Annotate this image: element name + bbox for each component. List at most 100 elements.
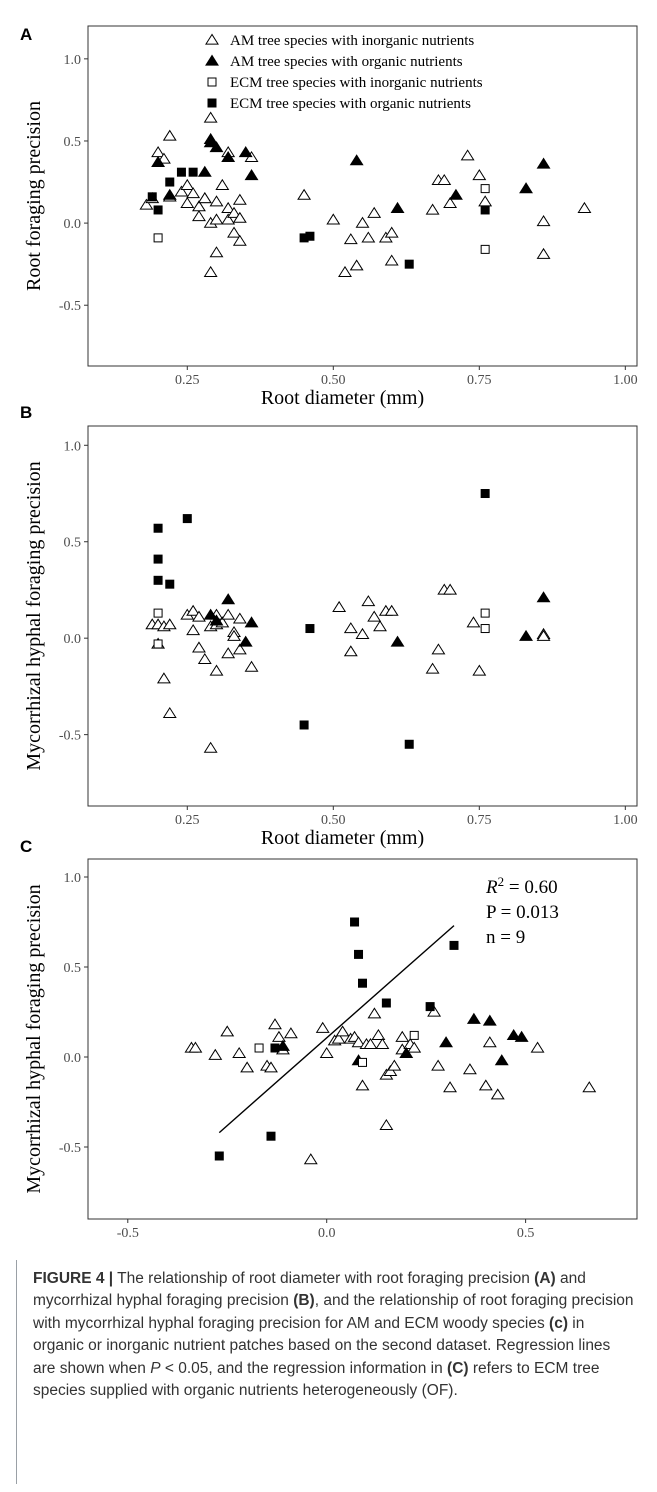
data-point <box>165 177 175 187</box>
data-point <box>326 213 341 225</box>
data-point <box>153 608 163 618</box>
data-point <box>431 643 446 655</box>
series-filled-square <box>214 917 459 1161</box>
legend-marker-am_inorganic <box>205 33 219 45</box>
data-point <box>390 201 405 213</box>
data-point <box>238 635 253 647</box>
caption-figure-label: FIGURE 4 | <box>33 1270 114 1287</box>
data-point <box>409 1030 419 1040</box>
data-point <box>232 211 247 223</box>
r2-label: R <box>485 877 498 898</box>
y-axis-title: Mycorrhizal hyphal foraging precision <box>23 884 45 1193</box>
data-point <box>407 1041 422 1053</box>
caption-text: The relationship of root diameter with r… <box>113 1270 535 1287</box>
y-tick-label: 0.0 <box>64 1051 82 1066</box>
data-point <box>425 1002 435 1012</box>
data-point <box>268 1018 282 1030</box>
legend: AM tree species with inorganic nutrients… <box>205 33 483 112</box>
data-point <box>335 1025 350 1037</box>
caption-text: , and the relationship of root foraging … <box>33 1292 634 1332</box>
data-point <box>244 616 259 628</box>
data-point <box>188 167 198 177</box>
data-point <box>449 940 459 950</box>
data-point <box>478 1079 493 1091</box>
data-point <box>494 1054 509 1066</box>
data-point <box>180 196 195 209</box>
data-point <box>462 1063 477 1075</box>
panel-a-frame <box>87 25 638 367</box>
data-point <box>238 146 253 158</box>
data-point <box>343 622 358 634</box>
data-point <box>214 1151 224 1161</box>
data-point <box>197 192 212 204</box>
data-point <box>425 662 440 674</box>
data-point <box>480 608 490 618</box>
legend-marker-ecm_organic <box>207 98 217 108</box>
x-tick-label: 0.5 <box>517 1226 535 1240</box>
data-point <box>176 167 186 177</box>
data-point <box>232 612 247 624</box>
panel-a: A AM tree species with inorganic nutrien… <box>20 25 638 409</box>
panel-b-frame <box>87 425 638 807</box>
data-point <box>153 523 163 533</box>
x-tick-label: 0.0 <box>318 1226 336 1240</box>
data-point <box>427 1005 442 1017</box>
panel-b: B 0.25 0.50 0.75 1.00 -0.5 0.0 0.5 1.0 Root diam… <box>20 403 638 849</box>
data-point <box>343 645 358 657</box>
data-point <box>197 652 212 665</box>
data-point <box>355 1079 370 1091</box>
data-point <box>174 185 189 197</box>
data-point <box>139 198 154 210</box>
y-axis-title: Mycorrhizal hyphal foraging precision <box>23 461 45 770</box>
data-point <box>220 1025 235 1037</box>
data-point <box>203 132 218 144</box>
data-point <box>375 1037 390 1050</box>
data-point <box>373 620 387 632</box>
caption-text: and mycorrhizal hyphal foraging precisio… <box>33 1270 586 1310</box>
data-point <box>404 259 414 269</box>
data-point <box>283 1027 298 1039</box>
x-tick-label: 1.00 <box>613 373 638 388</box>
data-point <box>472 664 487 676</box>
data-point <box>221 608 236 620</box>
data-point <box>367 610 382 622</box>
x-axis-title: Root diameter (mm) <box>261 387 424 409</box>
y-tick-label: 1.0 <box>64 439 82 454</box>
data-point <box>371 1028 386 1041</box>
series-filled-triangle <box>151 132 551 213</box>
data-point <box>519 629 533 641</box>
data-point <box>227 226 241 238</box>
data-point <box>331 1032 346 1044</box>
caption-text: in organic or inorganic nutrient patches… <box>33 1314 611 1377</box>
data-point <box>153 639 163 649</box>
caption-ref-c2: (C) <box>447 1359 469 1377</box>
x-tick-label: 0.25 <box>175 813 200 828</box>
figure-4-charts: A AM tree species with inorganic nutrien… <box>20 25 638 1240</box>
data-point <box>443 583 458 595</box>
series-open-triangle <box>139 111 592 278</box>
data-point <box>367 1007 382 1019</box>
data-point <box>151 146 166 158</box>
data-point <box>264 1061 278 1073</box>
data-point <box>482 1014 497 1026</box>
data-point <box>536 215 551 227</box>
data-point <box>266 1131 276 1141</box>
data-point <box>472 169 487 181</box>
data-point <box>232 234 247 246</box>
caption-text: refers to ECM tree species supplied with… <box>33 1359 600 1400</box>
data-point <box>460 149 475 161</box>
y-tick-label: 1.0 <box>64 871 82 886</box>
data-point <box>443 196 458 209</box>
x-tick-label: 0.75 <box>467 813 492 828</box>
data-point <box>203 265 218 278</box>
y-tick-label: 0.0 <box>64 632 82 647</box>
data-point <box>244 169 259 181</box>
data-point <box>383 1064 398 1077</box>
data-point <box>448 188 463 200</box>
series-open-triangle <box>184 1005 597 1165</box>
data-point <box>270 1043 280 1053</box>
x-tick-label: 0.50 <box>321 373 346 388</box>
r2-value: = 0.60 <box>504 877 557 898</box>
data-point <box>221 213 236 225</box>
data-point <box>208 1048 223 1060</box>
